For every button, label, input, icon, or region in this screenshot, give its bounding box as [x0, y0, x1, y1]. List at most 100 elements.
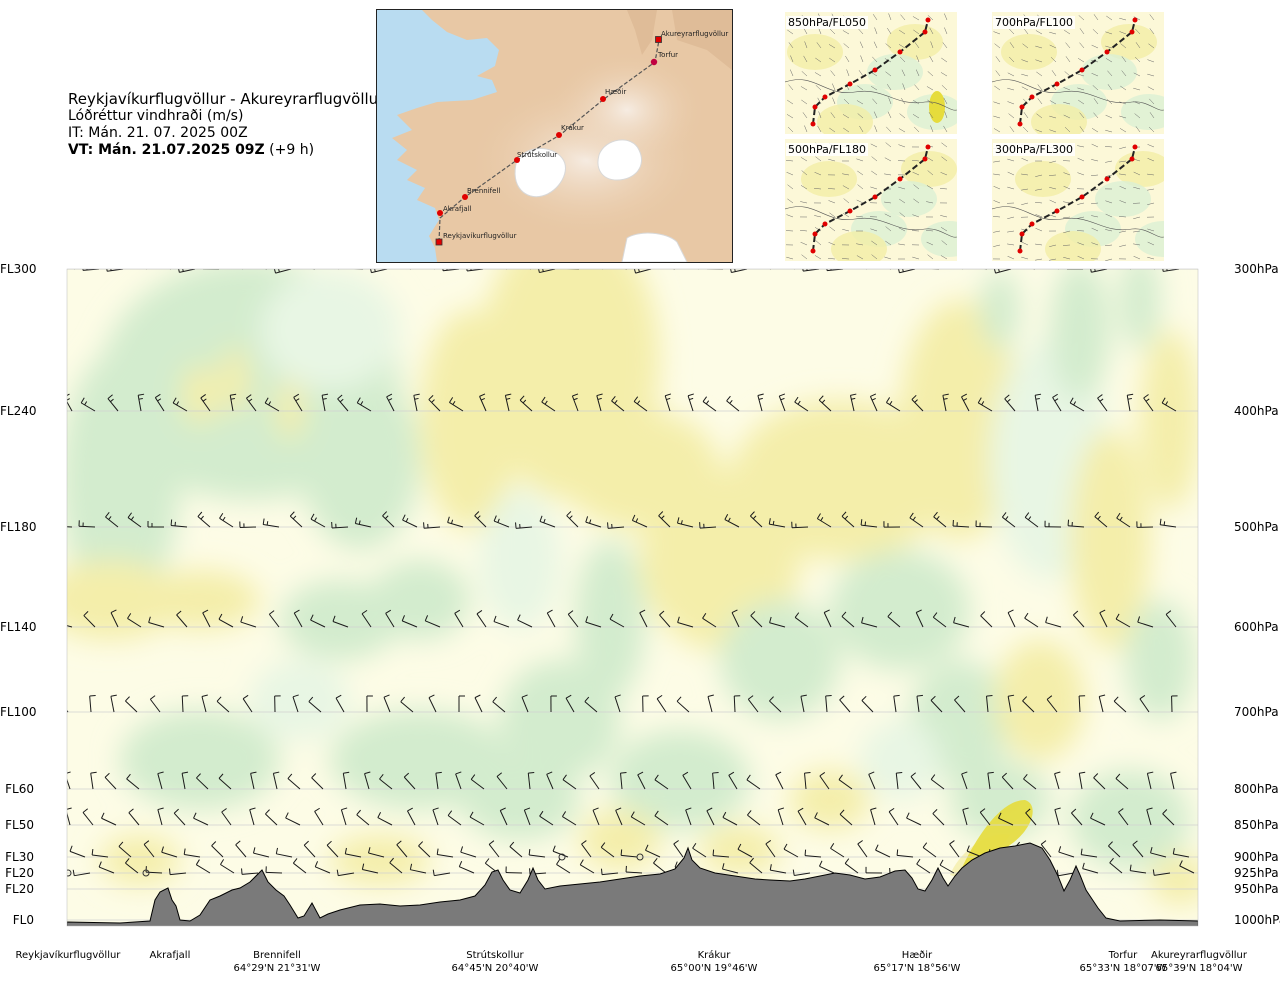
wind-barb-staff — [986, 696, 989, 713]
inset-barb — [912, 114, 920, 119]
inset-barb — [914, 84, 920, 91]
wind-barb-feather — [156, 257, 158, 262]
wind-barb-staff — [1058, 872, 1075, 877]
wind-barb — [125, 696, 138, 713]
wind-barb-staff — [539, 269, 556, 274]
inset-barb — [885, 240, 892, 246]
wind-barb-feather — [567, 610, 574, 615]
wind-barb-staff — [287, 778, 301, 790]
velocity-contour — [140, 570, 260, 630]
wind-barb — [887, 611, 901, 628]
wind-barb — [148, 616, 165, 628]
inset-barb — [1023, 112, 1029, 119]
wind-barb — [922, 842, 937, 858]
wind-barb-feather — [519, 395, 525, 401]
inset-marker — [1104, 49, 1110, 55]
inset-barb — [814, 72, 822, 77]
wind-barb-staff — [377, 817, 393, 826]
wind-barb-feather — [1056, 869, 1059, 876]
wind-barb — [915, 609, 924, 628]
wind-barb — [289, 511, 303, 528]
inset-barb — [1092, 85, 1099, 91]
wind-barb — [768, 518, 786, 528]
wind-barb-staff — [995, 269, 1012, 274]
wind-barb — [932, 809, 945, 826]
wind-barb-feather — [1129, 864, 1132, 871]
wind-barb-staff — [161, 851, 178, 858]
wind-barb-staff — [125, 862, 139, 874]
wind-barb-feather — [1139, 695, 1146, 700]
wind-barb-staff — [839, 813, 853, 826]
wind-barb — [337, 394, 349, 412]
velocity-contour — [260, 270, 400, 390]
flight-level-tick: FL100 — [0, 705, 37, 719]
wind-barb — [105, 512, 119, 528]
wind-barb — [69, 845, 86, 858]
wind-barb-half-feather — [614, 400, 618, 404]
inset-barb — [843, 98, 850, 105]
wind-barb-half-feather — [497, 260, 499, 263]
wind-barb-half-feather — [902, 269, 904, 272]
wind-barb-half-feather — [1127, 397, 1132, 400]
wind-barb-feather — [396, 257, 398, 263]
wind-barb-feather — [750, 611, 756, 617]
wind-barb — [110, 694, 117, 713]
wind-barb-staff — [519, 399, 533, 412]
inset-barb — [1091, 215, 1099, 218]
inset-marker — [925, 17, 931, 23]
wind-barb-staff — [1116, 517, 1131, 528]
wind-barb-feather — [896, 771, 903, 774]
map-label-reykjavikurflugvollur: Reykjavíkurflugvöllur — [443, 232, 517, 240]
wind-barb-half-feather — [593, 259, 595, 262]
inset-barb — [1119, 230, 1127, 233]
inset-barb — [1119, 128, 1127, 133]
wind-barb-feather — [250, 771, 257, 774]
wind-barb-staff — [428, 399, 441, 412]
inset-barb — [1133, 243, 1141, 246]
wind-barb-staff — [303, 844, 316, 858]
wind-barb — [1161, 397, 1177, 412]
pressure-tick: 925hPa — [1234, 866, 1279, 880]
wind-barb — [202, 609, 211, 628]
wind-barb-feather — [161, 846, 164, 853]
wind-barb-staff — [712, 773, 715, 790]
wind-barb-feather — [687, 393, 694, 397]
wind-barb — [517, 614, 533, 628]
wind-barb — [125, 858, 139, 874]
wind-barb-feather — [910, 772, 916, 777]
wind-barb — [1001, 512, 1016, 528]
inset-barb — [899, 198, 906, 204]
wind-barb-feather — [273, 269, 277, 274]
wind-barb-staff — [1058, 851, 1075, 858]
inset-barb — [886, 83, 892, 91]
wind-barb — [361, 863, 379, 874]
wind-barb-feather — [614, 694, 621, 698]
inset-barb — [993, 173, 1001, 176]
wind-barb — [170, 519, 188, 528]
inset-coastline — [785, 79, 957, 111]
inset-barb — [1091, 202, 1099, 205]
inset-barb — [1021, 73, 1029, 77]
velocity-contour — [610, 730, 750, 830]
wind-barb-half-feather — [797, 400, 801, 405]
wind-barb-feather — [838, 774, 843, 780]
wind-barb-staff — [794, 617, 809, 628]
wind-barb-feather — [589, 772, 596, 777]
wind-barb-feather — [566, 511, 572, 517]
wind-barb-feather — [421, 256, 424, 261]
station-label: Hæðir 65°17'N 18°56'W — [874, 950, 961, 974]
inset-barb — [1023, 28, 1029, 35]
wind-barb — [860, 519, 878, 528]
wind-barb-feather — [216, 696, 222, 702]
inset-barb — [1063, 201, 1071, 204]
wind-barb — [67, 807, 72, 826]
station-coord: 64°45'N 20°40'W — [451, 963, 539, 974]
wind-barb-staff — [216, 700, 230, 713]
wind-barb-feather — [778, 807, 785, 811]
inset-barb — [786, 160, 794, 162]
wind-barb-staff — [819, 775, 830, 790]
wind-barb — [600, 842, 615, 858]
wind-barb-staff — [176, 614, 188, 628]
velocity-contour — [1125, 600, 1195, 720]
wind-barb-half-feather — [110, 398, 114, 403]
